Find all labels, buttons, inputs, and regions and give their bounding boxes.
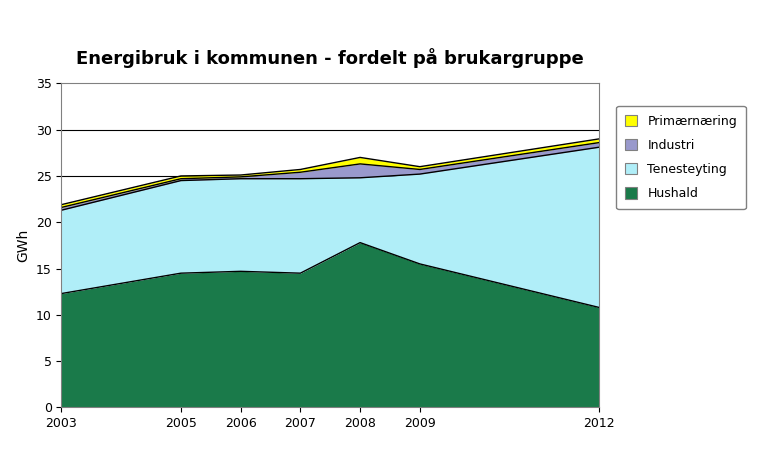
Title: Energibruk i kommunen - fordelt på brukargruppe: Energibruk i kommunen - fordelt på bruka… — [76, 48, 584, 68]
Legend: Primærnæring, Industri, Tenesteyting, Hushald: Primærnæring, Industri, Tenesteyting, Hu… — [616, 106, 746, 209]
Y-axis label: GWh: GWh — [16, 229, 30, 262]
